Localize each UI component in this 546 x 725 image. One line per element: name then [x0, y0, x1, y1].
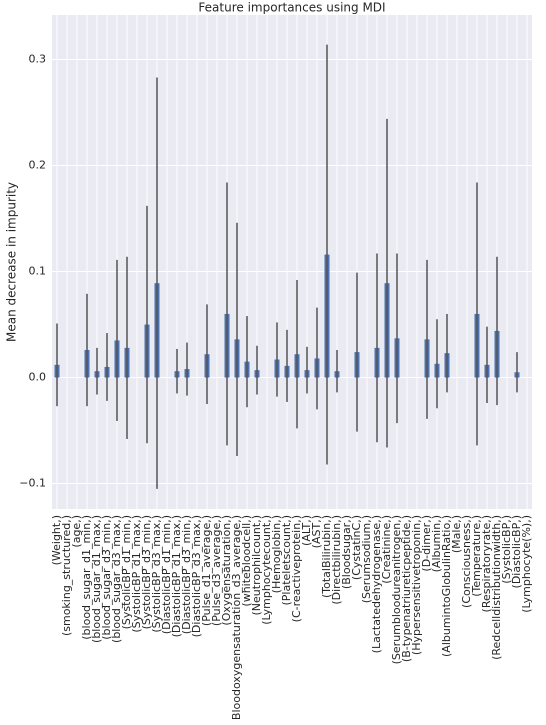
- x-tick-label: (Oxygensaturation,): [220, 515, 233, 626]
- x-tick-label: (Serumsodium,): [360, 515, 373, 603]
- plot-background: [52, 15, 532, 509]
- x-tick-label: (CystatinC,): [350, 515, 363, 580]
- x-tick-label: (B-typenatriureticpeptide,): [400, 515, 413, 662]
- x-tick-label: (Male,): [450, 515, 463, 553]
- x-tick-label: (age,): [70, 515, 83, 548]
- x-tick-label: (AlbumintoGlobulinRatio,): [440, 515, 453, 657]
- x-tick-label: (Creatinine,): [380, 515, 393, 584]
- x-tick-label: (Bloodsugar,): [340, 515, 353, 589]
- x-tick-label: (DiastolicBP_d3_max,): [190, 515, 203, 637]
- x-tick-label: (Temperature,): [470, 515, 483, 597]
- x-tick-label: (SystolicBP_d1_min,): [120, 515, 133, 629]
- y-tick-label: 0.3: [29, 53, 47, 66]
- x-tick-label: (blood_sugar_d3_max,): [110, 515, 123, 643]
- y-tick-label: −0.1: [19, 477, 46, 490]
- x-tick-label: (DiastolicBP_d1_min,): [160, 515, 173, 634]
- x-tick-label: (SystolicBP,): [500, 515, 513, 584]
- chart-title: Feature importances using MDI: [198, 1, 385, 15]
- x-tick-label: (SystolicBP_d1_max,): [130, 515, 143, 633]
- x-tick-label: (Respiratoryrate,): [480, 515, 493, 612]
- y-tick-label: 0.0: [29, 371, 47, 384]
- x-tick-label: (Weight,): [50, 515, 63, 565]
- x-tick-label: (DiastolicBP_d3_min,): [180, 515, 193, 634]
- x-tick-label: (Hemoglobin,): [270, 515, 283, 593]
- y-axis-label: Mean decrease in impurity: [5, 182, 19, 342]
- x-tick-label: (smoking_structured,): [60, 515, 73, 636]
- x-tick-label: (Serumbloodureanitrogen,): [390, 515, 403, 664]
- x-tick-label: (Redcelldistributionwidth,): [490, 515, 503, 660]
- x-tick-label: (C-reactiveprotein,): [290, 515, 303, 622]
- x-tick-label: (Directbilirubin,): [330, 515, 343, 605]
- x-tick-label: (Lymphocyte(%),): [520, 515, 533, 613]
- x-tick-label: (blood_sugar_d1_min,): [80, 515, 93, 640]
- x-tick-label: (whitebloodcell,): [240, 515, 253, 607]
- x-tick-label: (Neutrophilcount,): [250, 515, 263, 615]
- x-tick-label: (Pulse_d3_average,): [210, 515, 223, 626]
- x-tick-label: (Lactatedehydrogenase,): [370, 515, 383, 653]
- x-tick-label: (Plateletscount,): [280, 515, 293, 606]
- x-tick-label: (TotalBilirubin,): [320, 515, 333, 598]
- x-tick-label: (Hypersensitivetroponin,): [410, 515, 423, 655]
- x-tick-label: (blood_sugar_d1_max,): [90, 515, 103, 643]
- x-tick-label: (SystolicBP_d3_max,): [150, 515, 163, 633]
- x-tick-label: (Albumin,): [430, 515, 443, 572]
- x-tick-label: (D-dimer,): [420, 515, 433, 572]
- x-tick-label: (ALT,): [300, 515, 313, 546]
- x-tick-label: (DiastolicBP,): [510, 515, 523, 588]
- y-tick-label: 0.1: [29, 265, 47, 278]
- x-tick-label: (SystolicBP_d3_min,): [140, 515, 153, 629]
- x-tick-label: (AST,): [310, 515, 323, 548]
- x-tick-label: (Consciousness,): [460, 515, 473, 608]
- y-tick-label: 0.2: [29, 159, 47, 172]
- x-tick-label: (blood_sugar_d3_min,): [100, 515, 113, 640]
- x-tick-label: (Bloodoxygensaturation_d3_average,): [230, 515, 243, 721]
- x-tick-label: (DiastolicBP_d1_max,): [170, 515, 183, 637]
- x-tick-label: (Pulse_d1_average,): [200, 515, 213, 626]
- x-tick-label: (Lymphocytecount,): [260, 515, 273, 625]
